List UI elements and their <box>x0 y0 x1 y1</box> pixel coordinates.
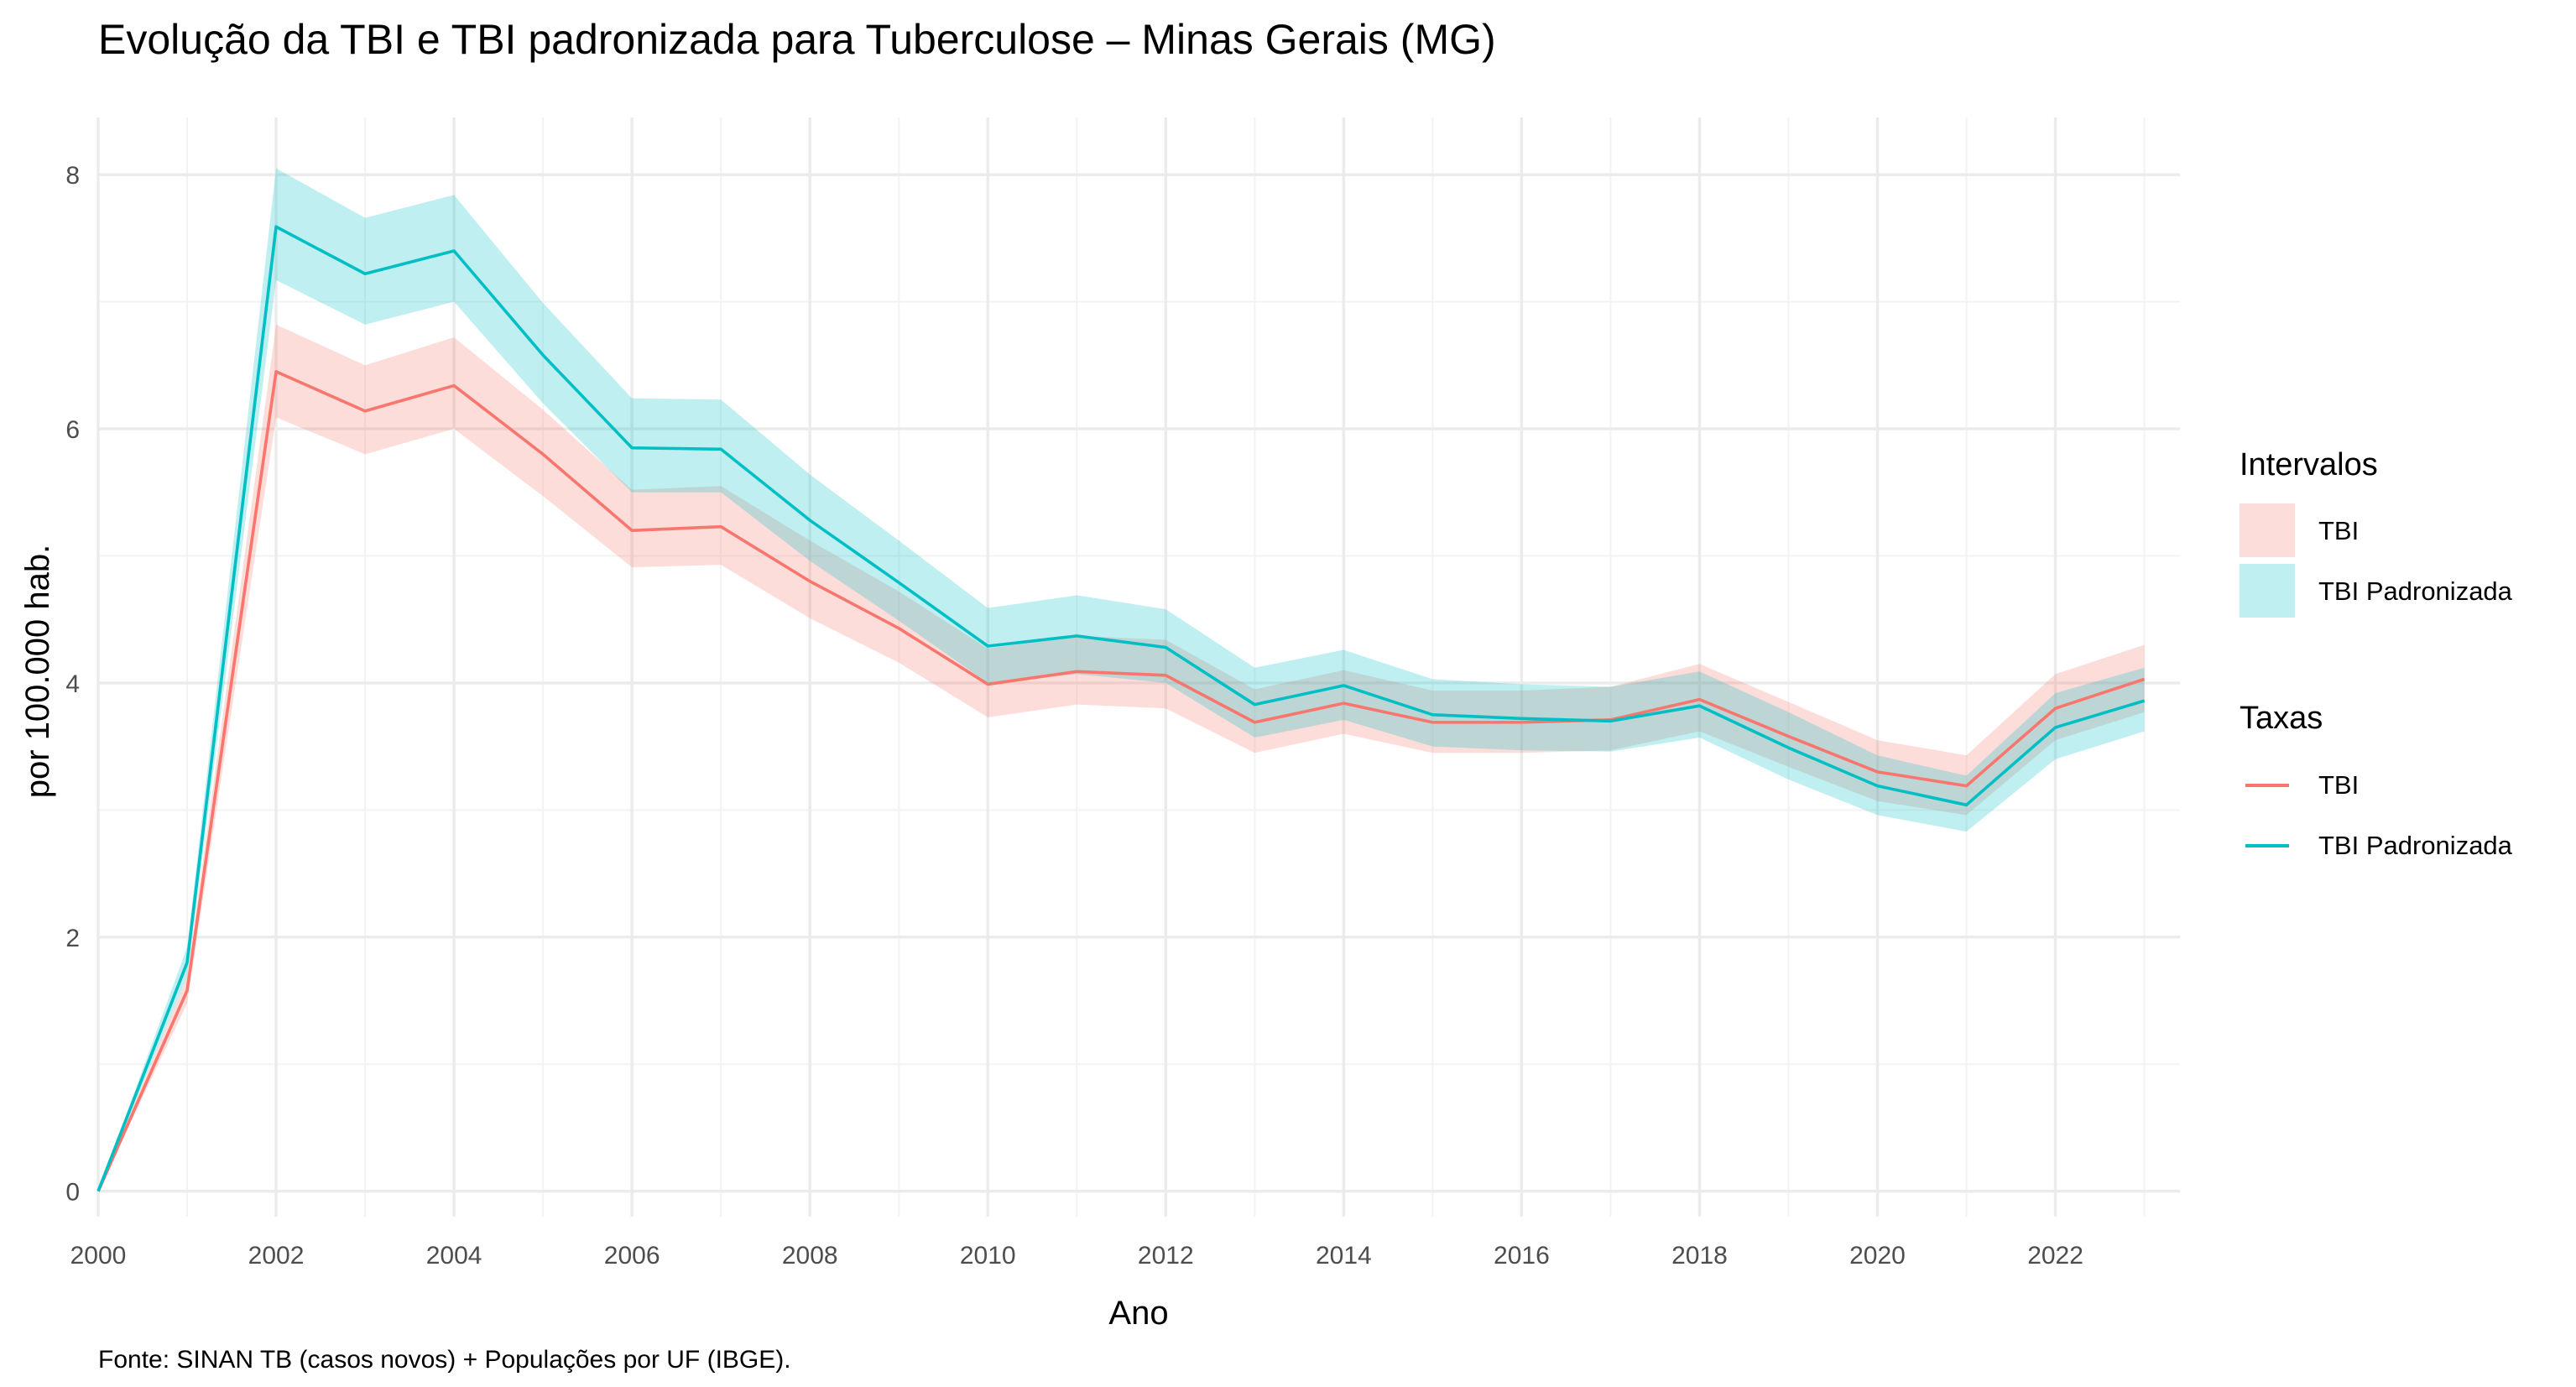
chart-title: Evolução da TBI e TBI padronizada para T… <box>98 16 1496 63</box>
y-tick-label: 2 <box>65 925 80 952</box>
x-tick-label: 2014 <box>1316 1242 1372 1270</box>
ribbons <box>98 168 2145 1191</box>
x-tick-label: 2006 <box>604 1242 660 1270</box>
legend-line-label-tbi: TBI <box>2318 770 2359 800</box>
legend-ribbon-key-tbi-padronizada <box>2240 564 2295 618</box>
legend-line-title: Taxas <box>2240 701 2323 736</box>
x-tick-label: 2020 <box>1849 1242 1906 1270</box>
legend-ribbon-title: Intervalos <box>2240 447 2378 482</box>
x-tick-label: 2008 <box>782 1242 838 1270</box>
y-tick-label: 8 <box>65 162 80 190</box>
x-axis-ticks: 2000 2002 2004 2006 2008 2010 2012 2014 2016 2018… <box>70 1242 2083 1270</box>
x-tick-label: 2012 <box>1138 1242 1194 1270</box>
y-axis-title: por 100.000 hab. <box>19 545 56 798</box>
y-axis-ticks: 0 2 4 6 8 <box>65 162 80 1207</box>
legend-ribbon-key-tbi <box>2240 503 2295 557</box>
lines <box>96 225 2146 1192</box>
y-tick-label: 6 <box>65 416 80 444</box>
source-caption: Fonte: SINAN TB (casos novos) + Populaçõ… <box>98 1346 791 1374</box>
legend-ribbon-label-tbi: TBI <box>2318 516 2359 545</box>
legend: Intervalos TBI TBI Padronizada Taxas TBI… <box>2240 447 2513 860</box>
x-tick-label: 2010 <box>960 1242 1016 1270</box>
x-tick-label: 2018 <box>1671 1242 1728 1270</box>
x-axis-title: Ano <box>1108 1295 1168 1332</box>
y-tick-label: 4 <box>65 670 80 698</box>
series-line-tbi <box>96 370 2146 1192</box>
ribbon-tbi <box>98 324 2145 1191</box>
x-tick-label: 2022 <box>2027 1242 2083 1270</box>
y-tick-label: 0 <box>65 1179 80 1207</box>
legend-line-label-tbi-padronizada: TBI Padronizada <box>2318 831 2513 860</box>
legend-ribbon-label-tbi-padronizada: TBI Padronizada <box>2318 576 2513 606</box>
grid <box>96 117 2180 1217</box>
x-tick-label: 2002 <box>248 1242 305 1270</box>
x-tick-label: 2016 <box>1494 1242 1550 1270</box>
x-tick-label: 2004 <box>426 1242 482 1270</box>
series-line-tbi-padronizada <box>96 225 2146 1192</box>
x-tick-label: 2000 <box>70 1242 127 1270</box>
